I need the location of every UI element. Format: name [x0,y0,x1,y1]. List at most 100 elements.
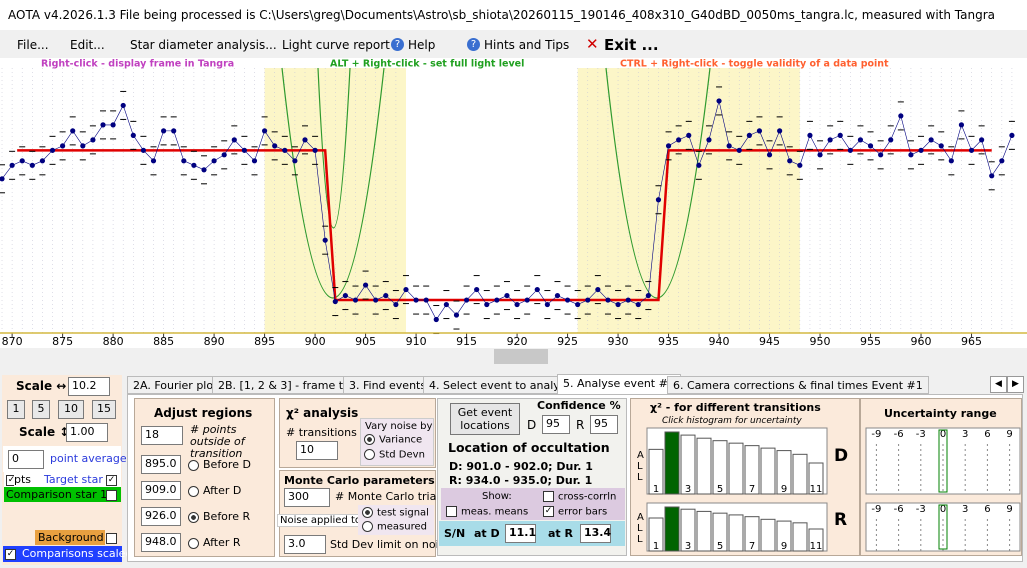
radio[interactable] [188,511,199,523]
data-point [171,128,177,134]
label: S/N [444,527,466,540]
label: Before D [203,458,251,471]
tab-active[interactable]: 5. Analyse event #1 [557,374,681,394]
uncertainty-tick: 6 [984,429,990,440]
uncertainty-tick: 0 [940,429,946,440]
histogram-bar [808,462,824,495]
label: error bars [558,506,608,518]
label: Noise applied to [277,514,365,527]
data-point [918,147,924,153]
spin-input[interactable]: 3.0 [284,535,326,554]
spin-input[interactable]: 95 [590,415,618,434]
data-point [948,158,954,164]
menu-item[interactable]: Light curve report [282,38,390,52]
histogram-bar [760,518,776,552]
spin-input[interactable]: 10 [296,441,338,460]
tab[interactable]: 3. Find events [343,376,433,394]
tab[interactable]: 2B. [1, 2 & 3] - frame test [212,376,366,394]
histogram-bar [776,520,792,552]
menu-item[interactable]: Edit... [70,38,105,52]
data-point [231,137,237,143]
radio[interactable] [188,485,199,497]
button[interactable]: 15 [92,400,116,419]
menu-item[interactable]: Hints and Tips [484,38,570,52]
menu-item[interactable]: Star diameter analysis... [130,38,277,52]
data-point [352,297,359,303]
uncertainty-tick: -9 [871,504,881,515]
input[interactable]: 926.0 [141,507,181,526]
data-point [261,128,268,134]
checkbox[interactable] [446,506,457,517]
data-point [645,292,651,299]
radio[interactable] [188,537,199,549]
histogram-bar [744,516,760,552]
menu-item[interactable]: Exit ... [604,36,659,54]
menu-item[interactable]: Help [408,38,436,52]
tab[interactable]: 6. Camera corrections & final times Even… [667,376,929,394]
data-point [837,132,843,138]
label: Vary noise by [365,421,433,432]
light-curve-plot[interactable]: 870 875 880 885 890 895 900 905 910 915 920 925 930 9… [0,58,1027,348]
tab-scroll[interactable]: ▶ [1007,376,1024,393]
radio[interactable] [362,521,373,532]
data-point [362,282,369,288]
x-tick-label: 920 [507,335,528,348]
checkbox[interactable]: ✓ [5,548,16,560]
spin-input[interactable]: 18 [141,426,183,445]
spin-input[interactable]: 95 [542,415,570,434]
data-point [726,143,732,149]
label: Std Devn [379,449,425,461]
button[interactable]: Get event locations [450,403,520,435]
tab[interactable]: 4. Select event to analyse [423,376,579,394]
data-point [706,137,712,143]
tab[interactable]: 2A. Fourier plot [127,376,224,394]
button[interactable]: 5 [32,400,50,419]
data-point [908,152,914,158]
dropdown[interactable]: 0 [8,450,44,469]
histogram-tick: 3 [685,484,691,495]
input[interactable]: 10.2 [68,377,110,396]
x-tick-label: 945 [759,335,780,348]
x-tick-label: 915 [456,335,477,348]
data-point [605,297,611,303]
checkbox[interactable] [543,491,554,502]
data-point [383,292,389,299]
menu-item[interactable]: File... [17,38,49,52]
input[interactable]: 1.00 [66,423,108,442]
uncertainty-tick: -6 [894,429,904,440]
data-point [312,147,318,153]
input[interactable]: 895.0 [141,455,181,474]
input[interactable]: 909.0 [141,481,181,500]
data-point [1009,132,1015,138]
button[interactable]: 1 [7,400,25,419]
data-point [403,286,409,293]
checkbox[interactable] [106,489,117,501]
radio[interactable] [362,507,373,518]
label: cross-corrln [558,491,617,503]
spin-input[interactable]: 300 [284,488,330,507]
checkbox[interactable]: ✓ [106,474,117,486]
data-point [665,143,672,149]
window-title: AOTA v4.2026.1.3 File being processed is… [8,8,996,22]
all-letter: L [637,534,643,545]
button[interactable]: 10 [58,400,84,419]
data-point [29,162,35,168]
tab-scroll[interactable]: ◀ [990,376,1007,393]
data-point [201,167,207,173]
panel-title: χ² analysis [286,406,359,420]
histogram-tick: 11 [810,541,823,552]
data-point [484,301,490,308]
checkbox[interactable] [106,532,117,544]
x-tick-label: 875 [52,335,73,348]
input[interactable]: 948.0 [141,533,181,552]
x-tick-label: 870 [2,335,23,348]
label: Background [38,531,104,544]
data-point [635,301,641,308]
radio[interactable] [188,459,199,471]
uncertainty-tick: 3 [962,429,968,440]
scroll-thumb[interactable] [494,349,548,364]
checkbox[interactable]: ✓ [543,506,554,517]
radio[interactable] [364,449,375,460]
data-point [80,143,86,149]
radio[interactable] [364,434,375,445]
